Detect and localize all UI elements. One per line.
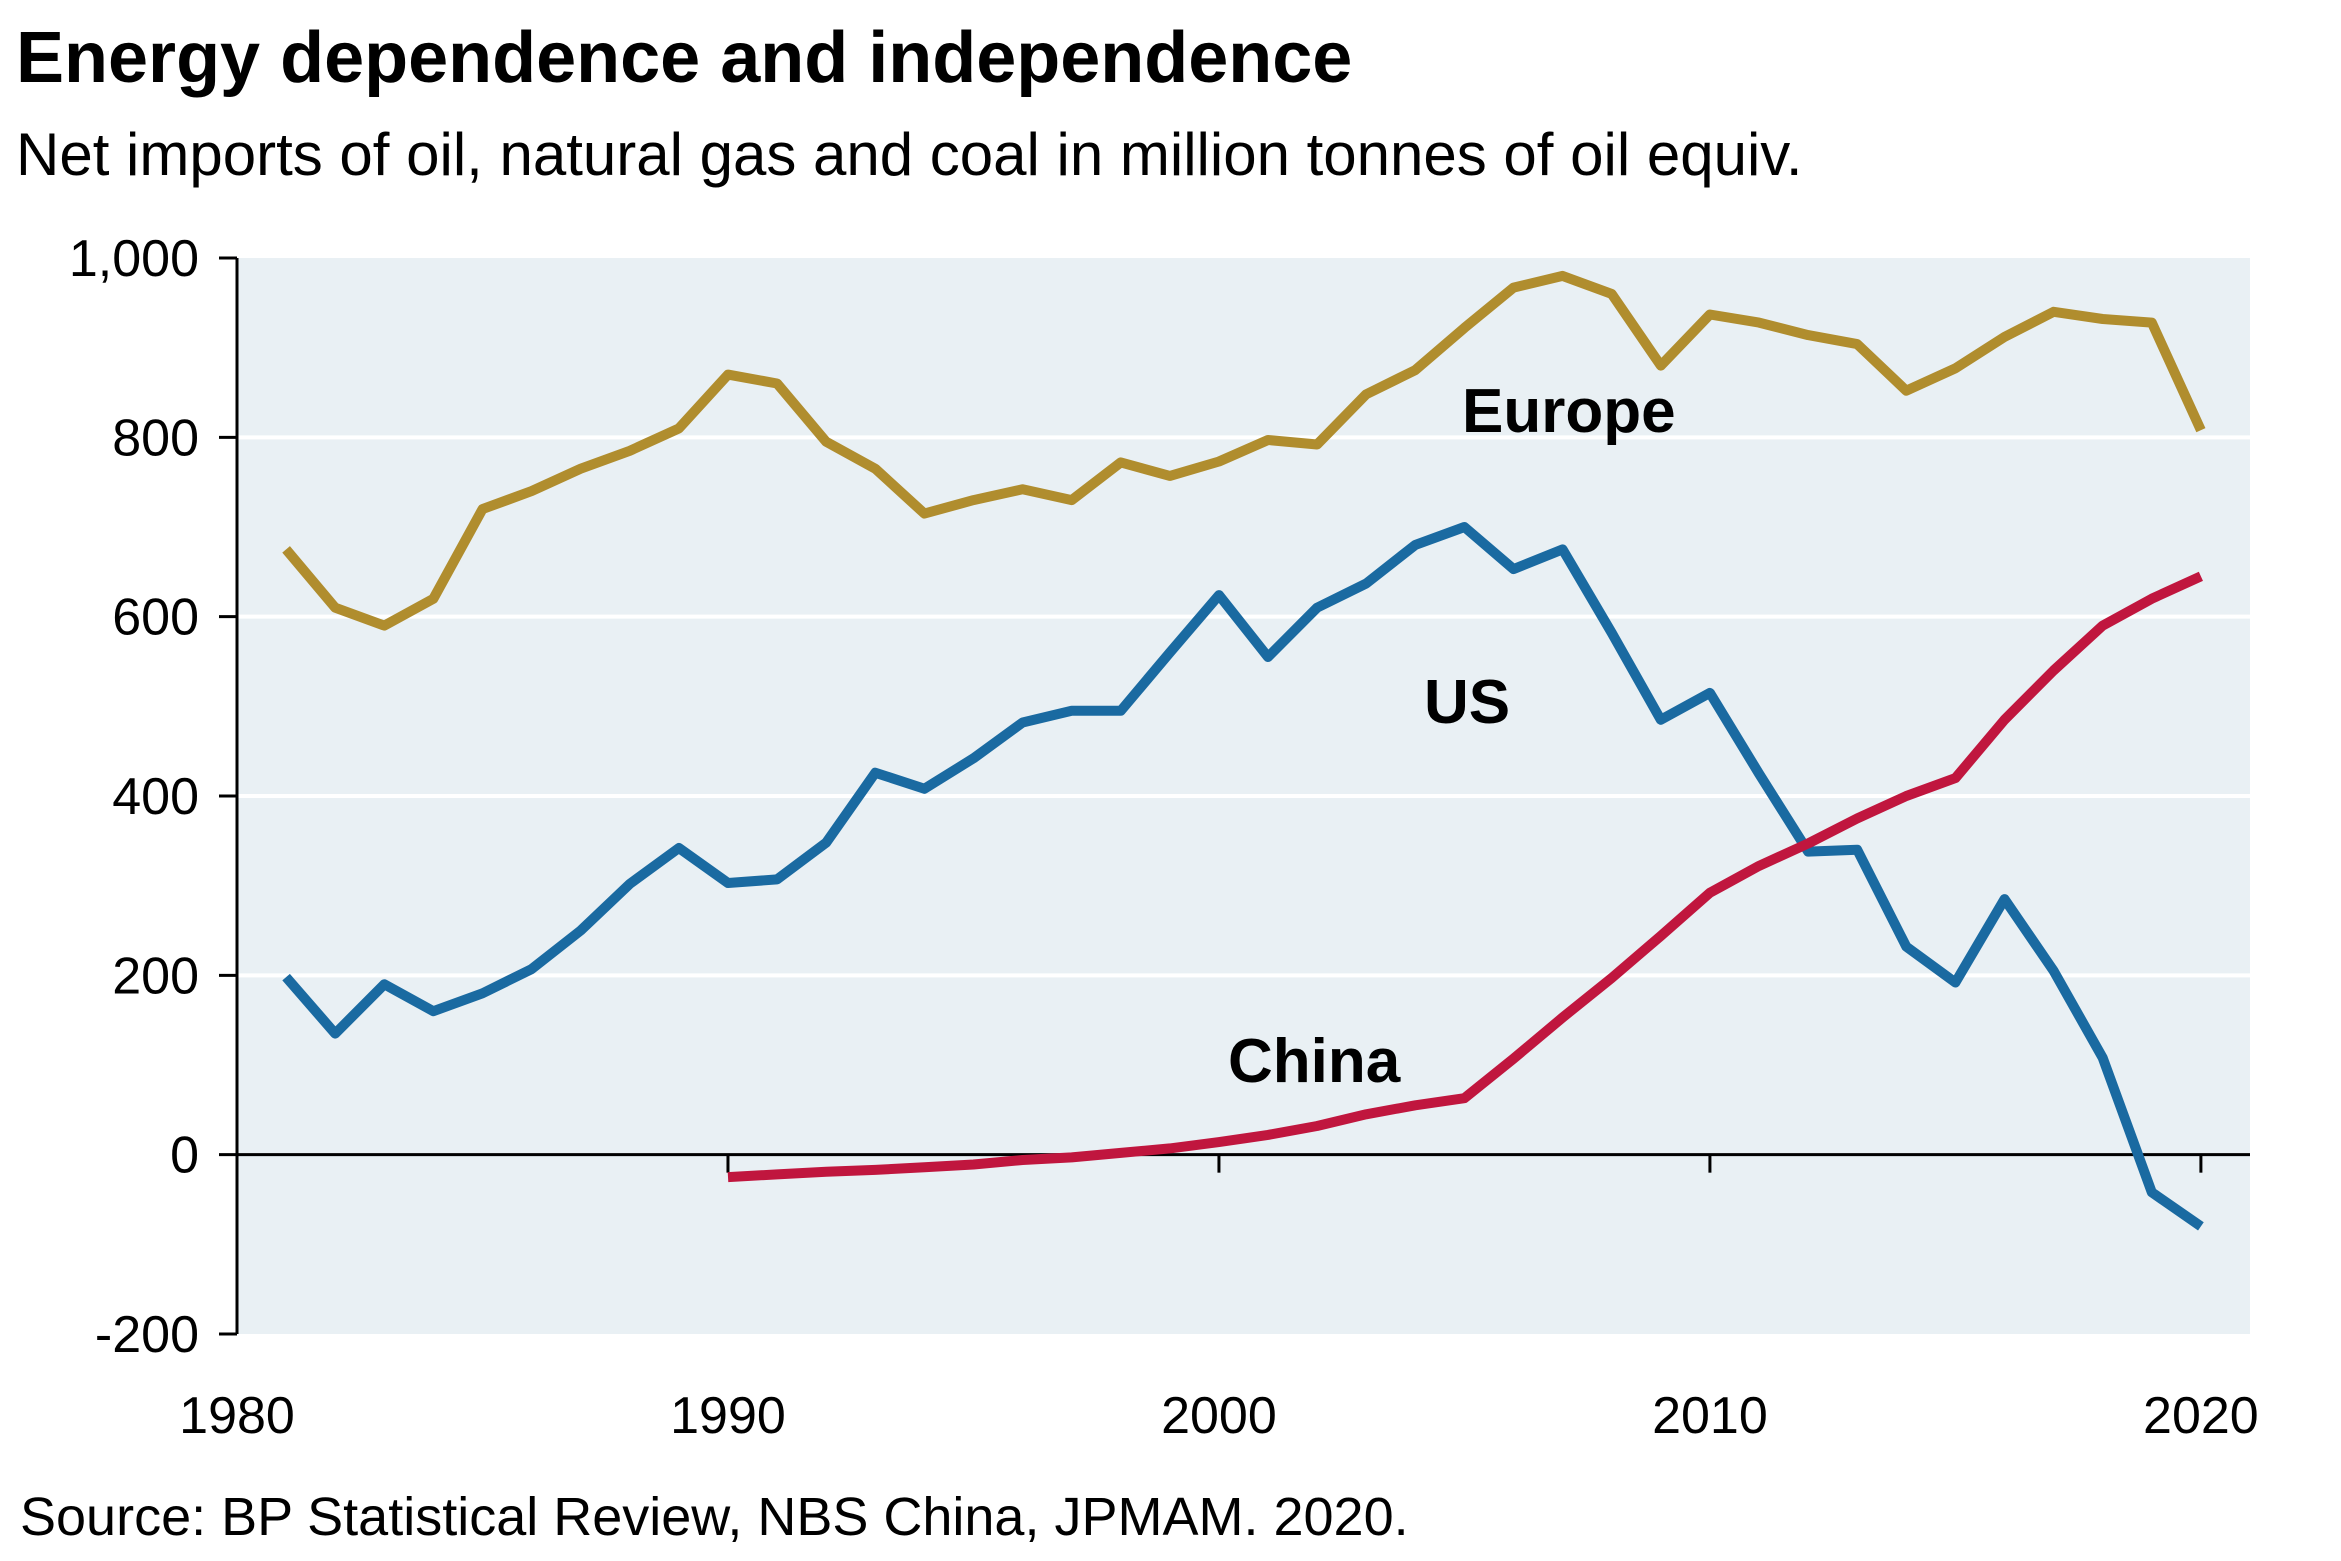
x-tick-label: 2000 <box>1161 1387 1277 1445</box>
y-tick-label: 0 <box>170 1127 199 1185</box>
chart-subtitle: Net imports of oil, natural gas and coal… <box>16 121 1803 188</box>
y-tick-label: 800 <box>112 409 199 467</box>
y-tick-label: 1,000 <box>69 230 199 288</box>
series-line-us <box>282 522 2204 1231</box>
y-tick-label: 600 <box>112 589 199 647</box>
x-tick-label: 1990 <box>670 1387 786 1445</box>
series-label-europe: Europe <box>1462 377 1676 446</box>
chart-title: Energy dependence and independence <box>16 18 1353 98</box>
x-tick-label: 2010 <box>1652 1387 1768 1445</box>
source-note: Source: BP Statistical Review, NBS China… <box>20 1487 1409 1547</box>
series-label-china: China <box>1228 1027 1401 1096</box>
y-tick-label: -200 <box>95 1306 199 1364</box>
y-tick-label: 400 <box>112 768 199 826</box>
series-line-europe <box>282 270 2206 631</box>
y-tick-label: 200 <box>112 947 199 1005</box>
series-label-us: US <box>1424 668 1510 737</box>
x-tick-label: 1980 <box>179 1387 295 1445</box>
series-line-china <box>727 571 2203 1183</box>
x-tick-label: 2020 <box>2143 1387 2259 1445</box>
